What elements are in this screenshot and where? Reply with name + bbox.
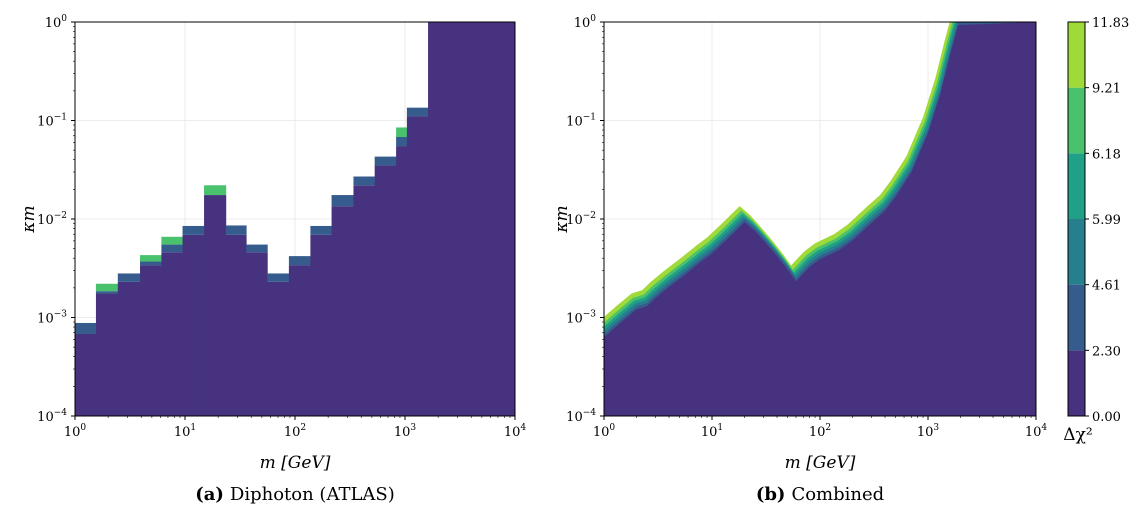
b-x-tick-label: 103 (917, 423, 940, 440)
bin-band (161, 252, 183, 416)
bin-band (267, 281, 290, 416)
caption-b: (b) Combined (756, 484, 884, 505)
colorbar-segment (1068, 22, 1085, 88)
bin-band (182, 225, 205, 235)
a-x-tick-label: 101 (174, 423, 196, 440)
b-y-tick-label: 10−1 (566, 113, 596, 130)
bin-band (225, 225, 247, 235)
colorbar-label: Δχ² (1063, 425, 1092, 445)
bin-band (246, 252, 268, 416)
colorbar-tick-label: 9.21 (1092, 82, 1121, 97)
colorbar-tick-label: 11.83 (1092, 16, 1129, 31)
y-axis-label-b: κm (552, 205, 572, 233)
bin-band (182, 234, 205, 416)
a-y-tick-label: 10−3 (37, 310, 67, 327)
colorbar-segment (1068, 219, 1085, 285)
bin-band (428, 22, 515, 416)
bin-band (161, 236, 183, 245)
bin-band (204, 195, 227, 416)
bin-band (374, 156, 397, 166)
b-y-tick-label: 10−4 (566, 408, 596, 425)
bin-band (396, 146, 408, 416)
a-x-tick-label: 100 (64, 423, 87, 440)
bin-band (310, 234, 332, 416)
panel-a: 100 101 102 103 104 10−4 10−3 10−2 10−1 100 m [Ge… (19, 14, 526, 505)
bin-band (140, 261, 162, 266)
colorbar-tick-label: 2.30 (1092, 344, 1121, 359)
bin-band (406, 107, 429, 117)
colorbar-segment (1068, 153, 1085, 219)
b-y-tick-label: 10−3 (566, 310, 596, 327)
bin-band (353, 176, 376, 186)
bin-band (95, 293, 119, 416)
b-y-tick-label: 10−2 (566, 211, 596, 228)
bin-band (267, 273, 290, 282)
colorbar: 0.00 2.30 4.61 5.99 6.18 9.21 11.83 Δχ² (1063, 16, 1129, 445)
bin-band (310, 225, 332, 235)
bin-band (161, 244, 183, 253)
bands-b (604, 22, 1036, 416)
bin-band (117, 273, 141, 282)
bin-band (95, 291, 119, 294)
bin-band (288, 256, 311, 266)
colorbar-segment (1068, 350, 1085, 416)
caption-b-text: Combined (791, 484, 884, 505)
colorbar-tick-label: 0.00 (1092, 410, 1121, 425)
panel-b: 100 101 102 103 104 10−4 10−3 10−2 10−1 100 m [Ge… (552, 14, 1047, 505)
y-axis-label-a: κm (19, 205, 39, 233)
bin-band (140, 255, 162, 262)
bin-band (204, 185, 227, 196)
a-x-tick-label: 104 (504, 423, 527, 440)
a-y-tick-label: 100 (45, 14, 68, 31)
bin-band (225, 234, 247, 416)
bin-band (288, 265, 311, 416)
bin-band (75, 322, 97, 334)
b-x-tick-label: 104 (1025, 423, 1048, 440)
a-x-tick-label: 103 (394, 423, 417, 440)
contour-band-0 (604, 22, 1036, 416)
x-axis-label-b: m [GeV] (785, 453, 856, 473)
bins-a (75, 22, 515, 416)
bin-band (374, 165, 397, 416)
colorbar-tick-label: 6.18 (1092, 147, 1121, 162)
b-y-tick-label: 100 (574, 14, 597, 31)
b-x-tick-label: 100 (593, 423, 616, 440)
bin-band (140, 265, 162, 416)
caption-b-label: (b) (756, 484, 786, 505)
bin-band (331, 195, 354, 207)
bin-band (75, 333, 97, 416)
bin-band (396, 127, 408, 137)
bin-band (246, 244, 268, 253)
colorbar-segments (1068, 22, 1085, 416)
x-axis-label-a-text: m [GeV] (260, 453, 331, 473)
bin-band (331, 206, 354, 416)
bin-band (117, 281, 141, 416)
a-y-tick-label: 10−4 (37, 408, 67, 425)
a-y-tick-label: 10−2 (37, 211, 67, 228)
b-x-tick-label: 101 (701, 423, 723, 440)
caption-a-label: (a) (195, 484, 224, 505)
colorbar-ticks: 0.00 2.30 4.61 5.99 6.18 9.21 11.83 (1085, 16, 1129, 425)
colorbar-tick-label: 4.61 (1092, 279, 1121, 294)
a-y-tick-label: 10−1 (37, 113, 67, 130)
ticks-b: 100 101 102 103 104 10−4 10−3 10−2 10−1 100 (566, 14, 1047, 440)
caption-a-text: Diphoton (ATLAS) (230, 484, 395, 505)
caption-a: (a) Diphoton (ATLAS) (195, 484, 395, 505)
bin-band (353, 185, 376, 416)
colorbar-segment (1068, 284, 1085, 351)
b-x-tick-label: 102 (809, 423, 831, 440)
bin-band (406, 116, 429, 416)
ticks-a: 100 101 102 103 104 10−4 10−3 10−2 10−1 100 (37, 14, 526, 440)
colorbar-segment (1068, 87, 1085, 154)
x-axis-label-b-text: m [GeV] (785, 453, 856, 473)
colorbar-tick-label: 5.99 (1092, 213, 1121, 228)
a-x-tick-label: 102 (284, 423, 306, 440)
bin-band (396, 136, 408, 147)
bin-band (95, 283, 119, 292)
x-axis-label-a: m [GeV] (260, 453, 331, 473)
